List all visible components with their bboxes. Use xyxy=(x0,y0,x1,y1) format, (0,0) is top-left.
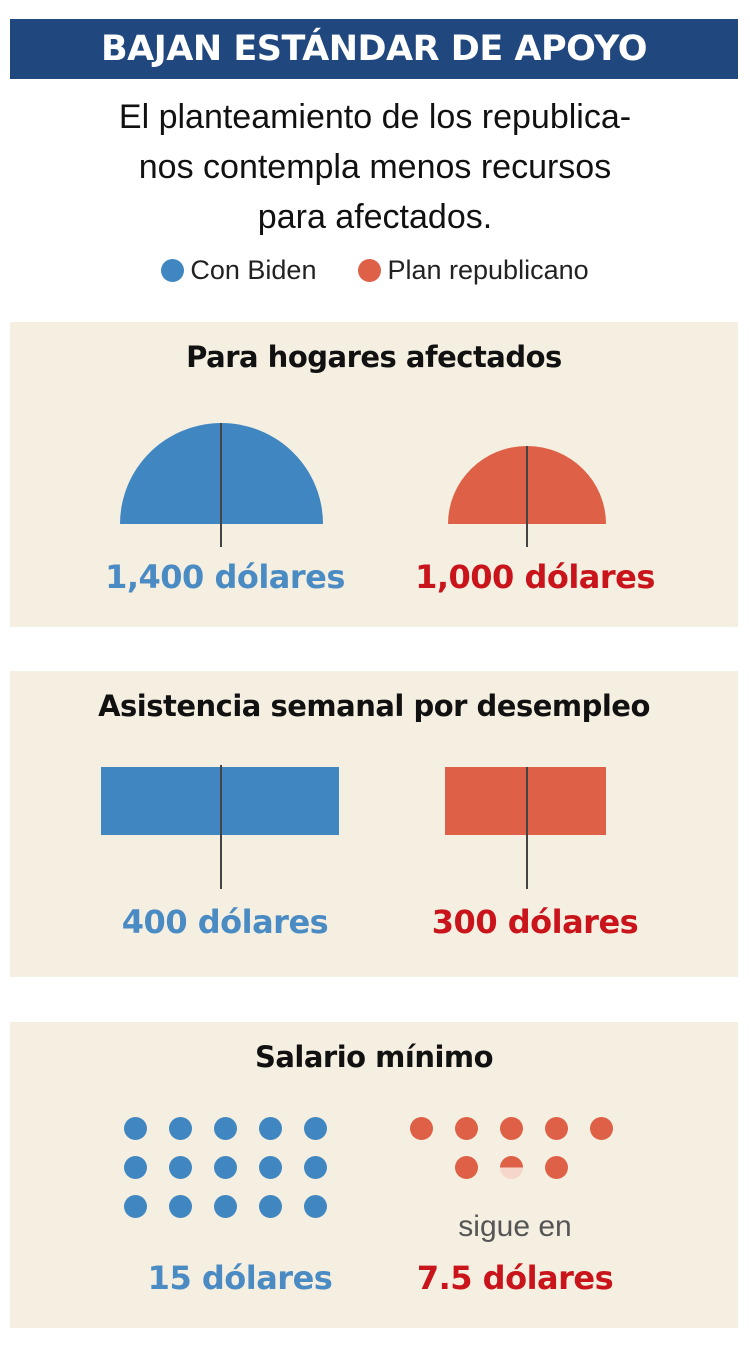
dot-icon xyxy=(590,1117,613,1140)
legend-dot-icon xyxy=(358,259,382,282)
dot-icon xyxy=(259,1156,282,1179)
legend-dot-icon xyxy=(161,259,185,282)
dot-icon xyxy=(169,1195,192,1218)
dot-icon xyxy=(214,1156,237,1179)
dot-icon xyxy=(214,1195,237,1218)
republican-value: 7.5 dólares xyxy=(416,1259,614,1297)
dot-icon xyxy=(304,1195,327,1218)
legend-label: Plan republicano xyxy=(387,255,589,285)
legend-item-republican: Plan republicano xyxy=(358,255,589,286)
republican-note: sigue en xyxy=(458,1210,572,1243)
subtitle-line: nos contempla menos recursos xyxy=(138,148,612,186)
panel-desempleo: Asistencia semanal por desempleo 400 dól… xyxy=(10,671,738,977)
page-title: BAJAN ESTÁNDAR DE APOYO xyxy=(100,29,648,69)
dot-icon xyxy=(169,1156,192,1179)
dot-icon xyxy=(259,1195,282,1218)
panel-title: Para hogares afectados xyxy=(186,340,562,374)
dot-icon xyxy=(169,1117,192,1140)
stem-line xyxy=(526,446,528,547)
dot-icon xyxy=(545,1156,568,1179)
stem-line xyxy=(220,765,222,889)
subtitle-line: El planteamiento de los republica- xyxy=(118,98,632,136)
header-banner: BAJAN ESTÁNDAR DE APOYO xyxy=(10,19,738,79)
dot-icon xyxy=(545,1117,568,1140)
dot-icon xyxy=(410,1117,433,1140)
dot-icon xyxy=(304,1156,327,1179)
dot-icon xyxy=(259,1117,282,1140)
dot-icon xyxy=(124,1156,147,1179)
dot-icon xyxy=(124,1117,147,1140)
stem-line xyxy=(220,423,222,547)
biden-value: 400 dólares xyxy=(121,903,329,941)
stem-line xyxy=(526,767,528,889)
biden-value: 1,400 dólares xyxy=(105,558,345,596)
panel-title: Asistencia semanal por desempleo xyxy=(98,689,650,723)
half-dot-icon xyxy=(500,1156,523,1179)
panel-title: Salario mínimo xyxy=(254,1040,494,1074)
dot-icon xyxy=(455,1117,478,1140)
republican-value: 300 dólares xyxy=(431,903,639,941)
legend-item-biden: Con Biden xyxy=(161,255,316,286)
dot-icon xyxy=(304,1117,327,1140)
legend: Con Biden Plan republicano xyxy=(0,255,750,286)
biden-value: 15 dólares xyxy=(147,1259,333,1297)
subtitle: El planteamiento de los republica- nos c… xyxy=(40,92,710,242)
dot-icon xyxy=(124,1195,147,1218)
legend-label: Con Biden xyxy=(190,255,317,285)
panel-hogares: Para hogares afectados 1,400 dólares 1,0… xyxy=(10,322,738,627)
dot-icon xyxy=(455,1156,478,1179)
dot-icon xyxy=(500,1117,523,1140)
panel-salario: Salario mínimo sigue en 15 dólares 7.5 d… xyxy=(10,1022,738,1328)
subtitle-line: para afectados. xyxy=(257,198,493,236)
dot-icon xyxy=(214,1117,237,1140)
republican-value: 1,000 dólares xyxy=(415,558,655,596)
republican-rectangle xyxy=(445,767,606,835)
